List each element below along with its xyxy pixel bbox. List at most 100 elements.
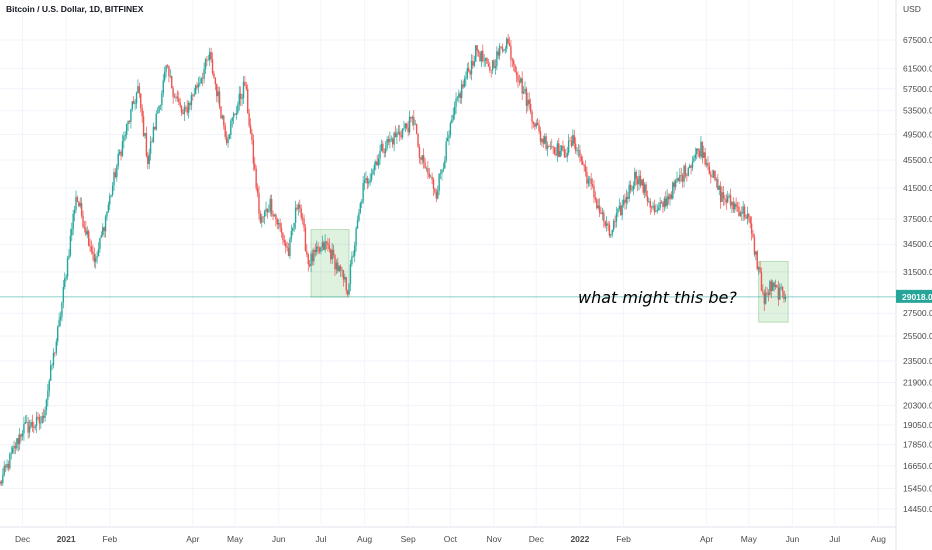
- candle-body: [576, 150, 578, 152]
- candle-body: [555, 153, 557, 156]
- price-axis[interactable]: 67500.0 61500.0 57500.0 53500.0 49500.0 45500…: [903, 35, 932, 514]
- candle-body: [27, 422, 29, 433]
- candle-body: [135, 92, 138, 104]
- candle-body: [237, 104, 239, 113]
- candle-body: [563, 148, 566, 157]
- candle-body: [618, 205, 621, 210]
- candle-body: [283, 240, 286, 243]
- candle-body: [510, 46, 512, 60]
- candle-body: [570, 141, 573, 146]
- candle-body: [345, 276, 347, 291]
- candle-body: [463, 78, 466, 88]
- highlight-zones: [310, 229, 789, 323]
- candle-body: [750, 223, 753, 234]
- candle-body: [31, 421, 34, 427]
- y-tick-label: 21900.0: [903, 377, 932, 387]
- candle-body: [534, 123, 536, 127]
- candle-body: [496, 51, 498, 67]
- candle-body: [42, 416, 45, 418]
- candle-body: [308, 264, 311, 267]
- candle-body: [134, 103, 136, 105]
- candle-body: [755, 251, 757, 255]
- candle-body: [767, 292, 770, 295]
- candle-body: [242, 81, 245, 99]
- candle-body: [597, 205, 599, 209]
- candle-body: [116, 165, 118, 178]
- y-tick-label: 15450.0: [903, 484, 932, 494]
- candle-body: [331, 249, 333, 260]
- candle-body: [498, 46, 501, 56]
- candle-body: [2, 474, 4, 484]
- candle-body: [504, 48, 507, 51]
- candle-body: [466, 68, 468, 78]
- candle-body: [382, 143, 384, 152]
- candle-body: [28, 426, 31, 433]
- candle-body: [666, 196, 668, 207]
- candle-body: [287, 247, 290, 257]
- x-tick-label: Dec: [529, 534, 545, 544]
- candle-body: [124, 135, 126, 137]
- candle-body: [518, 80, 521, 83]
- candle-body: [634, 171, 636, 186]
- highlight-zone: [310, 229, 350, 298]
- candle-body: [109, 195, 111, 205]
- candle-body: [255, 168, 257, 188]
- candle-body: [704, 152, 706, 165]
- candle-body: [380, 143, 383, 151]
- candle-body: [79, 203, 81, 207]
- candle-body: [349, 264, 352, 284]
- candle-body: [684, 165, 687, 176]
- candle-body: [715, 179, 718, 181]
- candle-body: [551, 146, 553, 147]
- candle-body: [636, 178, 639, 185]
- candle-body: [528, 99, 530, 104]
- candle-body: [19, 434, 21, 444]
- candle-body: [358, 212, 360, 221]
- candle-body: [259, 213, 262, 223]
- candle-body: [491, 60, 494, 71]
- candle-body: [603, 212, 605, 222]
- candle-body: [427, 168, 429, 174]
- candle-body: [772, 282, 774, 291]
- candle-body: [407, 127, 409, 133]
- candle-body: [324, 241, 326, 250]
- candle-body: [529, 103, 532, 112]
- time-axis[interactable]: Dec 2021 Feb Apr May Jun Jul Aug Sep Oct Nov Dec 202…: [15, 534, 886, 544]
- x-tick-label: May: [227, 534, 244, 544]
- candle-body: [100, 235, 103, 238]
- candlestick-series: [0, 33, 787, 487]
- candle-body: [741, 212, 743, 214]
- candle-body: [186, 107, 188, 113]
- candle-body: [189, 102, 191, 106]
- y-tick-label: 45500.0: [903, 155, 932, 165]
- candle-body: [546, 145, 549, 149]
- candle-body: [289, 238, 291, 257]
- candle-body: [127, 120, 129, 124]
- candle-body: [641, 179, 643, 186]
- candle-body: [431, 176, 433, 180]
- candle-body: [589, 178, 591, 180]
- candle-body: [48, 380, 50, 391]
- candle-body: [270, 198, 273, 215]
- candle-body: [10, 453, 12, 454]
- candle-body: [477, 50, 480, 53]
- candle-body: [249, 125, 252, 134]
- candle-body: [230, 120, 232, 135]
- candle-body: [560, 145, 563, 152]
- candle-body: [11, 447, 14, 454]
- candle-body: [165, 65, 167, 72]
- y-tick-label: 25500.0: [903, 331, 932, 341]
- candle-body: [691, 161, 694, 168]
- candle-body: [320, 247, 322, 252]
- candle-body: [482, 50, 484, 61]
- candle-body: [686, 175, 688, 177]
- candle-body: [187, 102, 190, 113]
- candle-body: [396, 132, 398, 138]
- candle-body: [638, 175, 640, 185]
- candle-body: [683, 165, 685, 182]
- candle-body: [590, 178, 592, 185]
- candle-body: [598, 205, 601, 213]
- candle-body: [605, 223, 608, 227]
- candle-body: [201, 78, 204, 80]
